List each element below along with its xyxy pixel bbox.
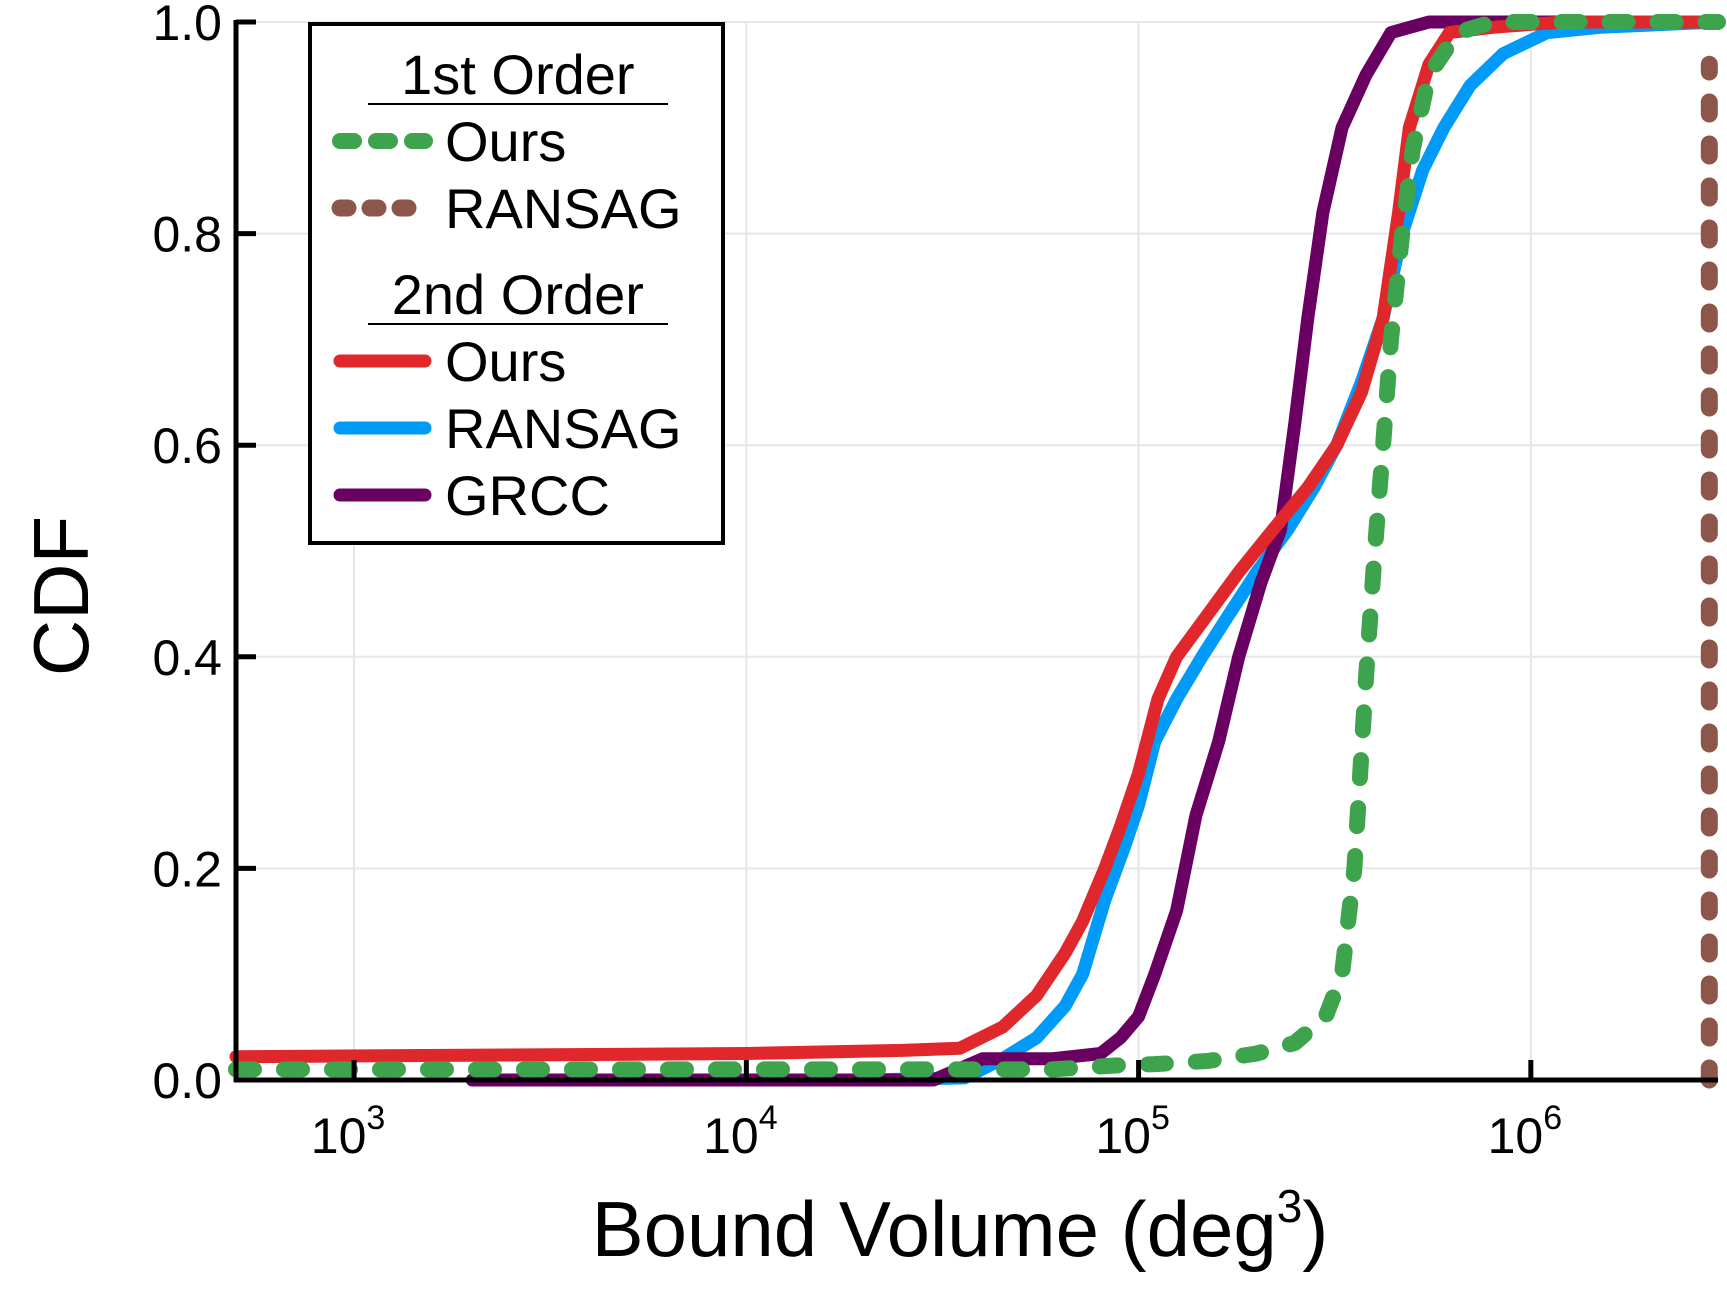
- y-tick-label: 0.6: [152, 418, 222, 474]
- x-axis-title-suffix: ): [1302, 1185, 1328, 1273]
- legend-label-grcc2: GRCC: [445, 464, 610, 527]
- x-axis-title: Bound Volume (deg3): [592, 1180, 1329, 1273]
- legend-label-ransag1: RANSAG: [445, 177, 682, 240]
- series-line-grcc2: [465, 15, 1725, 1087]
- legend-label-ransag2: RANSAG: [445, 397, 682, 460]
- x-tick-exponent: 3: [366, 1099, 385, 1137]
- y-axis-title: CDF: [17, 516, 105, 676]
- legend-group-title: 2nd Order: [392, 263, 644, 326]
- x-axis-title-main: Bound Volume (deg: [592, 1185, 1277, 1273]
- x-tick-base: 10: [311, 1108, 367, 1164]
- series-line-ours1: [228, 14, 1726, 1078]
- x-tick-base: 10: [1488, 1108, 1544, 1164]
- y-tick-label: 0.0: [152, 1053, 222, 1109]
- y-tick-label: 0.8: [152, 207, 222, 263]
- legend-label-ours2: Ours: [445, 330, 566, 393]
- axes: [233, 19, 1718, 1083]
- x-tick-exponent: 5: [1151, 1099, 1170, 1137]
- series-line-ransag2: [523, 15, 1725, 1087]
- x-tick-exponent: 4: [759, 1099, 778, 1137]
- series-layer: [228, 14, 1726, 1089]
- x-tick-label: 104: [703, 1099, 778, 1164]
- x-tick-base: 10: [1095, 1108, 1151, 1164]
- x-tick-label: 106: [1488, 1099, 1563, 1164]
- x-tick-label: 105: [1095, 1099, 1170, 1164]
- legend-group-title: 1st Order: [401, 43, 634, 106]
- x-tick-base: 10: [703, 1108, 759, 1164]
- y-tick-label: 1.0: [152, 0, 222, 51]
- legend-box: [308, 22, 725, 545]
- x-axis-title-superscript: 3: [1277, 1180, 1303, 1232]
- x-tick-exponent: 6: [1543, 1099, 1562, 1137]
- y-tick-label: 0.4: [152, 630, 222, 686]
- x-tick-label: 103: [311, 1099, 386, 1164]
- legend-label-ours1: Ours: [445, 110, 566, 173]
- y-tick-label: 0.2: [152, 841, 222, 897]
